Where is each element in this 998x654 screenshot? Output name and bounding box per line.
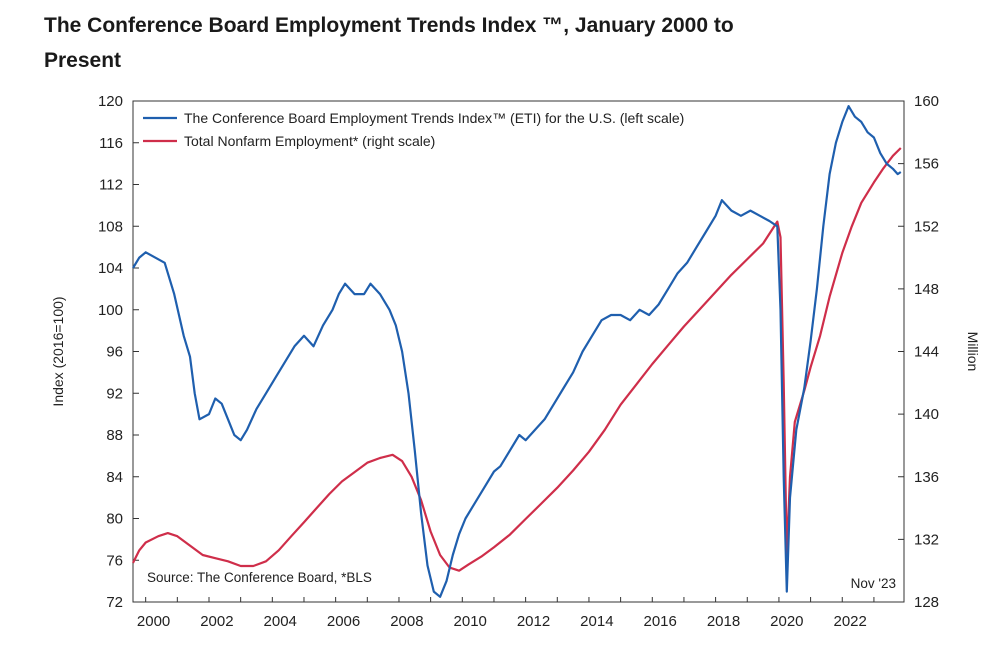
x-tick-label: 2014 [580,613,613,630]
x-tick-label: 2002 [200,613,233,630]
x-tick-label: 2006 [327,613,360,630]
series-line-nonfarm [132,147,902,572]
source-annotation: Source: The Conference Board, *BLS [147,570,372,585]
left-tick-label: 72 [106,594,123,611]
date-annotation: Nov '23 [851,576,896,591]
legend-entry-nonfarm: Total Nonfarm Employment* (right scale) [184,133,435,149]
left-tick-label: 76 [106,552,123,569]
right-tick-label: 140 [914,406,939,423]
x-tick-label: 2004 [264,613,297,630]
x-tick-label: 2016 [644,613,677,630]
right-tick-label: 160 [914,93,939,110]
right-tick-label: 132 [914,531,939,548]
left-tick-label: 92 [106,385,123,402]
left-tick-label: 116 [99,135,123,152]
left-tick-label: 120 [98,93,123,110]
left-tick-label: 100 [98,302,123,319]
x-axis: 2000 2002 2004 2006 2008 2010 2012 2014 2016 2018… [137,597,875,630]
x-tick-label: 2000 [137,613,170,630]
left-axis-label: Index (2016=100) [50,296,66,406]
left-tick-label: 112 [99,177,123,194]
x-tick-label: 2010 [454,613,487,630]
right-axis: 128 132 136 140 144 148 152 156 160 [898,93,939,611]
legend: The Conference Board Employment Trends I… [143,110,684,149]
left-tick-label: 84 [106,469,123,486]
right-axis-label: Million [965,332,981,372]
right-tick-label: 144 [914,344,939,361]
right-tick-label: 136 [914,469,939,486]
left-tick-label: 88 [106,427,123,444]
x-tick-label: 2020 [770,613,803,630]
right-tick-label: 128 [914,594,939,611]
left-axis: 72 76 80 84 88 92 96 100 104 108 112 116 120 [98,93,139,611]
x-tick-label: 2022 [833,613,866,630]
left-tick-label: 104 [98,260,123,277]
series-line-eti [132,105,902,598]
x-tick-label: 2012 [517,613,550,630]
left-tick-label: 80 [106,511,123,528]
right-tick-label: 156 [914,156,939,173]
left-tick-label: 96 [106,344,123,361]
x-tick-label: 2008 [390,613,423,630]
chart-title: The Conference Board Employment Trends I… [44,14,734,72]
right-tick-label: 152 [914,218,939,235]
x-tick-label: 2018 [707,613,740,630]
legend-entry-eti: The Conference Board Employment Trends I… [184,110,684,126]
series-lines [132,105,902,598]
right-tick-label: 148 [914,281,939,298]
left-tick-label: 108 [98,218,123,235]
